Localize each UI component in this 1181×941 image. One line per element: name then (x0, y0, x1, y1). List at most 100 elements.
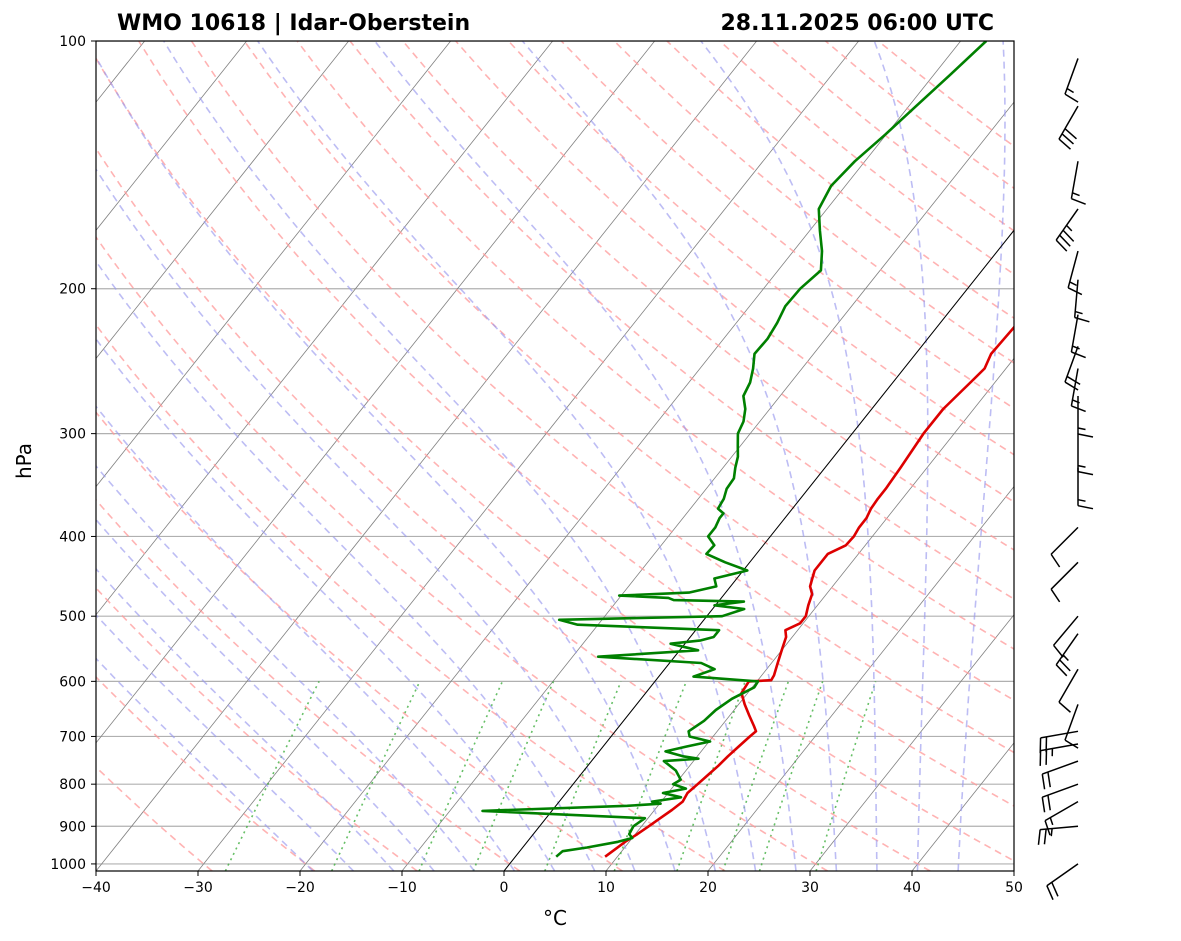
wind-barb-half-feather (1065, 224, 1073, 232)
dry-adiabat (719, 41, 1014, 276)
mixing-ratio-line (722, 681, 790, 871)
wind-barb-feather (1064, 381, 1079, 391)
wind-barb-feather (1051, 881, 1059, 897)
dry-adiabat (96, 586, 418, 871)
wind-barb (1077, 433, 1094, 476)
x-tick-label: 50 (1005, 880, 1023, 896)
moist-adiabat (374, 41, 797, 871)
x-axis: −40 −30 −20 −10 0 10 20 30 40 50 (81, 871, 1023, 896)
x-tick-label: 10 (597, 880, 615, 896)
isotherm-line (96, 41, 247, 231)
wind-barb-feather (1077, 470, 1094, 476)
x-tick-label: −20 (285, 880, 315, 896)
dry-adiabat (507, 41, 1014, 456)
dewpoint-profile-line (481, 41, 988, 858)
dry-adiabat (96, 498, 521, 871)
wind-barb-feather (1059, 234, 1071, 247)
wind-barb (1058, 105, 1079, 150)
x-tick-label: −30 (183, 880, 213, 896)
moist-adiabat (521, 41, 838, 871)
wind-barb-feather (1041, 773, 1046, 790)
wind-barb-staff (1046, 863, 1079, 887)
wind-barb-half-feather (1072, 192, 1080, 197)
wind-barb (1041, 760, 1079, 790)
isotherm-line (96, 41, 349, 360)
wind-barb-staff (1040, 825, 1079, 831)
dry-adiabat (613, 41, 1014, 364)
y-tick-label: 400 (59, 529, 86, 545)
datetime-title: 28.11.2025 06:00 UTC (720, 11, 994, 36)
mixing-ratio-line (330, 681, 421, 871)
mixing-ratio-line (472, 681, 555, 871)
isotherm-line (1013, 870, 1014, 871)
moist-adiabat (96, 464, 475, 871)
dry-adiabat (96, 675, 316, 871)
zero-isotherm-line (503, 229, 1014, 871)
wind-barb (1067, 250, 1083, 296)
isotherm-line (96, 41, 451, 488)
wind-barb-feather (1067, 287, 1083, 296)
x-tick-label: −40 (81, 880, 111, 896)
wind-barb-half-feather (1066, 87, 1074, 94)
wind-barb (1073, 279, 1090, 323)
wind-barb (1055, 633, 1079, 677)
x-tick-label: 20 (699, 880, 717, 896)
wind-barb-feather (1043, 828, 1047, 845)
wind-barb-feather (1059, 659, 1071, 672)
wind-barb-feather (1037, 829, 1041, 845)
wind-barb (1041, 783, 1079, 813)
dry-adiabat (455, 41, 1014, 503)
wind-barb-feather (1071, 405, 1086, 413)
wind-barb-staff (1050, 526, 1079, 555)
x-tick-label: 30 (801, 880, 819, 896)
dry-adiabat (138, 41, 1014, 807)
wind-barb-feather (1066, 375, 1081, 386)
wind-barb-staff (1064, 346, 1079, 383)
isotherm-line (96, 41, 655, 744)
y-axis-label: hPa (12, 443, 36, 479)
wind-barb-half-feather (1050, 828, 1053, 837)
wind-barb (1058, 668, 1079, 713)
moist-adiabat (96, 567, 395, 871)
y-tick-label: 800 (59, 777, 86, 793)
wind-barb-half-feather (1049, 817, 1054, 826)
wind-barb (1050, 561, 1079, 603)
wind-barb-staff (1070, 161, 1079, 199)
wind-barb-staff (1058, 105, 1079, 140)
wind-barb-feather (1041, 797, 1046, 813)
wind-barb-feather (1055, 239, 1068, 252)
isotherm-line (605, 357, 1014, 871)
y-tick-label: 200 (59, 282, 86, 298)
mixing-ratio-line (418, 681, 504, 871)
wind-barb-feather (1062, 229, 1075, 242)
moist-adiabat (96, 167, 636, 871)
wind-barb-staff (1064, 58, 1079, 95)
wind-barb (1039, 730, 1079, 754)
wind-barb (1064, 346, 1081, 391)
wind-barb (1070, 314, 1086, 359)
moist-adiabat-lines (96, 41, 1006, 871)
wind-barb (1077, 395, 1094, 438)
wind-barb (1046, 863, 1079, 901)
isotherm-line (707, 485, 1014, 871)
wind-barb-feather (1044, 820, 1051, 836)
isobar-lines (96, 41, 1014, 865)
wind-barb-feather (1047, 795, 1051, 811)
wind-barb-feather (1050, 553, 1061, 568)
isotherm-line (197, 41, 859, 871)
wind-barb-feather (1064, 93, 1079, 103)
isotherm-line (1116, 41, 1181, 871)
dry-adiabat-lines (96, 41, 1014, 871)
wind-barb-staff (1042, 783, 1079, 798)
wind-barb-feather (1077, 433, 1094, 438)
mixing-ratio-line (224, 681, 320, 871)
wind-barb (1052, 615, 1079, 658)
wind-barb-feather (1046, 885, 1054, 901)
dry-adiabat (96, 323, 726, 871)
wind-barb-feather (1074, 316, 1090, 323)
moist-adiabat (96, 613, 354, 871)
station-title: WMO 10618 | Idar-Oberstein (117, 11, 470, 36)
moist-adiabat (96, 260, 596, 871)
wind-barb-staff (1042, 760, 1079, 775)
